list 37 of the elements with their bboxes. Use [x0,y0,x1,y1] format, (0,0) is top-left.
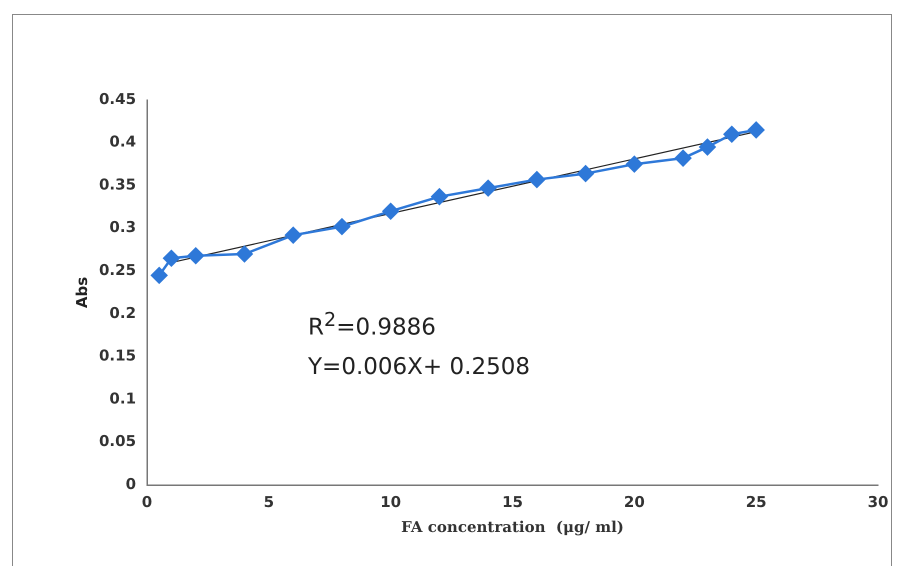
y-tick-label: 0.15 [98,346,136,365]
x-tick-label: 30 [868,492,888,511]
y-tick-label: 0.25 [98,261,136,279]
point [480,180,496,196]
point [748,122,764,138]
point [699,138,716,156]
point [382,202,399,220]
point [284,226,302,244]
x-tick-label: 10 [380,492,402,511]
y-tick-label: 0.05 [98,432,136,450]
point [187,247,204,264]
x-tick-label: 0 [142,492,152,511]
y-tick-label: 0 [126,474,136,493]
y-axis-title: Abs [72,276,91,308]
y-tick-label: 0.3 [109,218,136,236]
point [528,171,546,188]
x-tick-label: 5 [264,492,274,511]
y-tick-label: 0.35 [98,175,136,194]
point [236,246,253,262]
annotation: Y=0.006X+ 0.2508 [308,354,530,380]
point [334,218,350,235]
point [431,188,448,205]
point [150,267,168,284]
x-tick-label: 15 [502,492,523,511]
point [626,156,643,172]
y-tick-label: 0.2 [109,304,136,322]
x-tick-label: 25 [746,492,767,511]
point [724,126,740,142]
y-tick-label: 0.1 [109,389,136,408]
point [674,150,692,166]
y-tick-label: 0.45 [98,90,136,108]
x-tick-label: 20 [624,492,645,511]
x-axis-title: FA concentration (μg/ ml) [401,518,624,536]
y-tick-label: 0.4 [109,132,136,151]
point [163,250,180,267]
annotation: R$^{2}$=0.9886 [308,308,436,341]
point [577,165,594,182]
